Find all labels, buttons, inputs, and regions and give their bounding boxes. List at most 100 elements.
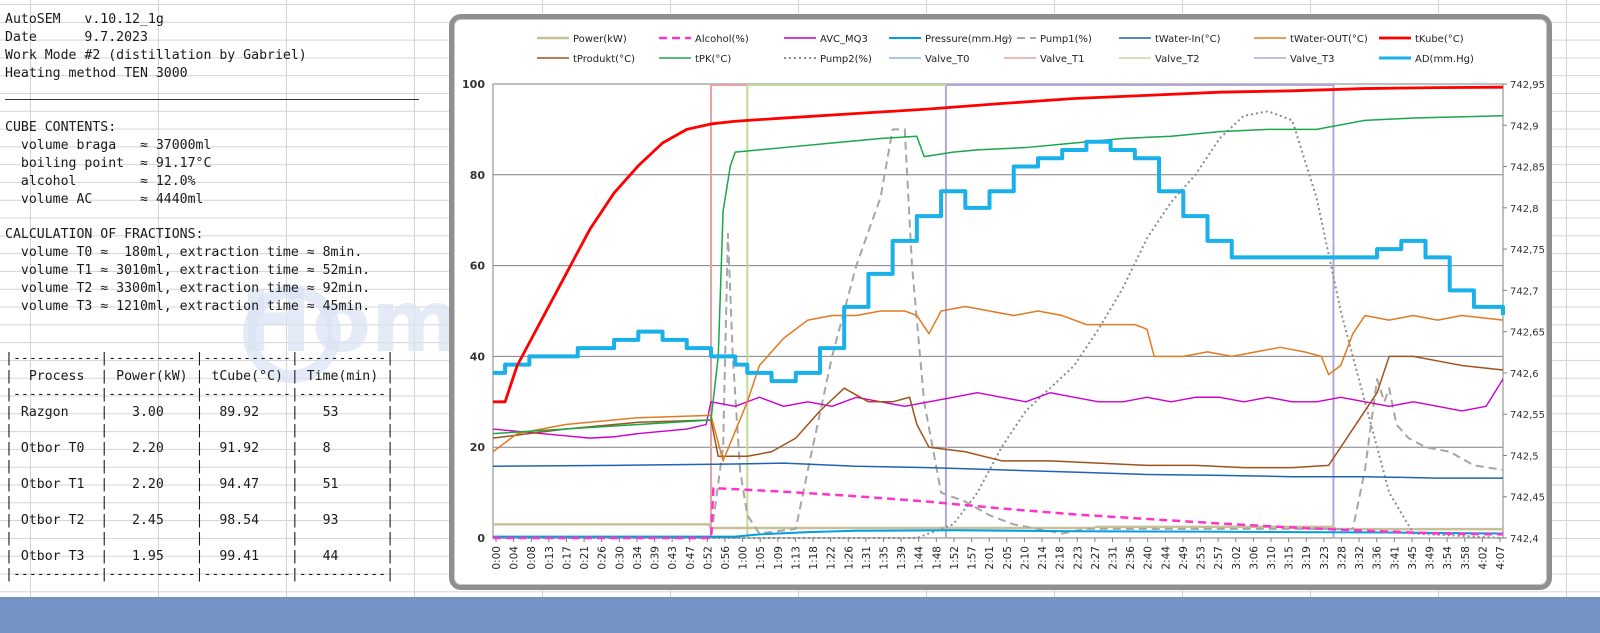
y-right-tick-label: 742,85 — [1510, 163, 1545, 174]
series-line — [493, 529, 1504, 538]
series-line — [493, 110, 1504, 539]
x-tick-label: 3:23 — [1319, 546, 1331, 570]
x-tick-label: 0:43 — [667, 546, 679, 570]
y-left-tick-label: 60 — [470, 260, 486, 273]
cube-line: volume braga ≈ 37000ml — [5, 138, 212, 153]
x-tick-label: 2:49 — [1178, 546, 1190, 570]
report-header-line: Heating method TEN 3000 — [5, 66, 188, 81]
x-tick-label: 0:30 — [614, 546, 626, 570]
x-tick-label: 1:00 — [738, 546, 750, 570]
x-tick-label: 1:48 — [931, 546, 943, 570]
y-left-tick-label: 0 — [477, 532, 485, 545]
table-row: | Otbor T2 | 2.45 | 98.54 | 93 | — [5, 513, 395, 528]
x-tick-label: 2:05 — [1002, 546, 1014, 570]
legend-label: Valve_T1 — [1040, 54, 1085, 65]
legend-label: Pump2(%) — [820, 54, 872, 65]
x-tick-label: 2:44 — [1160, 546, 1172, 570]
y-right-tick-label: 742,55 — [1510, 410, 1545, 421]
x-tick-label: 2:57 — [1213, 546, 1225, 570]
distillation-chart: 0 20 40 60 80 100 742,4 742,45 742,5 742,55 742,6 7… — [462, 34, 1545, 570]
table-blank-row: | | | | | — [5, 459, 395, 474]
series-line — [492, 355, 1504, 469]
y-right-tick-label: 742,9 — [1510, 121, 1539, 132]
fraction-line: volume T2 ≈ 3300ml, extraction time ≈ 92… — [5, 281, 371, 296]
y-right-tick-label: 742,4 — [1510, 534, 1539, 545]
table-border: |-----------|-----------|-----------|---… — [5, 351, 395, 366]
series-line — [493, 85, 1504, 404]
x-tick-label: 2:10 — [1019, 546, 1031, 570]
x-tick-label: 3:06 — [1248, 546, 1260, 570]
legend-label: tProdukt(°C) — [573, 54, 635, 65]
y-left-tick-label: 80 — [470, 169, 486, 182]
x-tick-label: 3:32 — [1354, 546, 1366, 570]
x-tick-label: 1:39 — [896, 546, 908, 570]
y-right-tick-label: 742,5 — [1510, 451, 1539, 462]
table-blank-row: | | | | | — [5, 495, 395, 510]
x-tick-label: 1:26 — [843, 546, 855, 570]
table-blank-row: | | | | | — [5, 531, 395, 546]
legend-label: tPK(°C) — [695, 54, 731, 65]
x-tick-label: 0:17 — [561, 546, 573, 570]
y-right-tick-label: 742,45 — [1510, 493, 1545, 504]
x-tick-label: 4:02 — [1477, 546, 1489, 570]
legend-label: Power(kW) — [573, 34, 627, 45]
x-tick-label: 4:07 — [1495, 546, 1507, 570]
series-line — [493, 486, 1504, 540]
x-tick-label: 0:00 — [491, 546, 503, 570]
y-right-tick-label: 742,75 — [1510, 245, 1545, 256]
x-tick-label: 1:44 — [914, 546, 926, 570]
y-left-tick-label: 40 — [470, 350, 486, 363]
table-row: | Razgon | 3.00 | 89.92 | 53 | — [5, 405, 395, 420]
legend-label: Pump1(%) — [1040, 34, 1092, 45]
y-right-tick-label: 742,7 — [1510, 286, 1539, 297]
series-line — [493, 139, 1505, 384]
x-tick-label: 2:27 — [1090, 546, 1102, 570]
x-tick-label: 3:45 — [1407, 546, 1419, 570]
x-tick-label: 2:36 — [1125, 546, 1137, 570]
x-tick-label: 3:36 — [1372, 546, 1384, 570]
x-tick-label: 1:35 — [879, 546, 891, 570]
x-tick-label: 3:58 — [1460, 546, 1472, 570]
chart-area[interactable]: 0 20 40 60 80 100 742,4 742,45 742,5 742,55 742,6 7… — [449, 14, 1552, 590]
x-tick-label: 0:56 — [720, 546, 732, 570]
x-tick-label: 2:14 — [1037, 546, 1049, 570]
x-tick-label: 3:41 — [1389, 546, 1401, 570]
y-right-tick-label: 742,95 — [1510, 80, 1545, 91]
x-tick-label: 2:53 — [1196, 546, 1208, 570]
x-tick-label: 0:04 — [509, 546, 521, 570]
legend-label: AVC_MQ3 — [820, 34, 868, 45]
legend-label: AD(mm.Hg) — [1415, 54, 1474, 65]
fraction-line: volume T0 ≈ 180ml, extraction time ≈ 8mi… — [5, 245, 363, 260]
x-tick-label: 0:13 — [544, 546, 556, 570]
x-tick-label: 1:18 — [808, 546, 820, 570]
x-tick-label: 0:52 — [702, 546, 714, 570]
x-tick-label: 0:34 — [632, 546, 644, 570]
y-right-tick-label: 742,65 — [1510, 328, 1545, 339]
y-right-tick-label: 742,6 — [1510, 369, 1539, 380]
x-tick-label: 2:18 — [1055, 546, 1067, 570]
x-tick-label: 3:10 — [1266, 546, 1278, 570]
report-divider — [5, 99, 419, 100]
legend-label: tWater-OUT(°C) — [1290, 34, 1368, 45]
y-right-tick-label: 742,8 — [1510, 204, 1539, 215]
x-tick-label: 3:28 — [1336, 546, 1348, 570]
cube-line: volume AC ≈ 4440ml — [5, 192, 204, 207]
series-line — [492, 305, 1504, 462]
legend-label: Pressure(mm.Hg) — [925, 34, 1012, 45]
plot-area — [492, 83, 1504, 539]
series-line — [492, 378, 1504, 439]
fractions-title: CALCULATION OF FRACTIONS: — [5, 227, 204, 242]
legend-label: tWater-In(°C) — [1155, 34, 1221, 45]
table-header: | Process | Power(kW) | tCube(°C) | Time… — [5, 369, 395, 384]
x-tick-label: 3:02 — [1231, 546, 1243, 570]
x-tick-label: 2:40 — [1143, 546, 1155, 570]
x-tick-label: 0:47 — [685, 546, 697, 570]
fraction-line: volume T3 ≈ 1210ml, extraction time ≈ 45… — [5, 299, 371, 314]
table-border: |-----------|-----------|-----------|---… — [5, 387, 395, 402]
cube-line: boiling point ≈ 91.17°C — [5, 156, 212, 171]
series-line — [492, 462, 1503, 479]
legend-label: tKube(°C) — [1415, 34, 1464, 45]
legend-label: Valve_T0 — [925, 54, 970, 65]
x-tick-label: 3:49 — [1425, 546, 1437, 570]
x-tick-label: 0:39 — [650, 546, 662, 570]
